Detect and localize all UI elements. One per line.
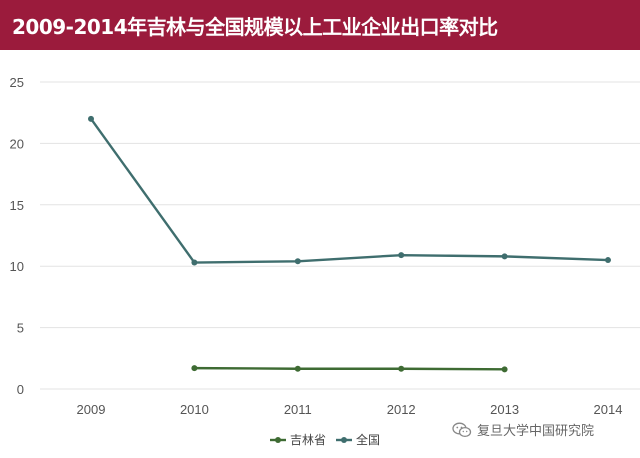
y-tick-label: 20 [10,136,24,151]
watermark: 复旦大学中国研究院 [452,420,594,439]
y-axis: 0 5 10 15 20 25 [10,75,24,397]
x-tick-label: 2009 [77,402,106,417]
data-point [88,115,94,122]
x-axis: 2009 2010 2011 2012 2013 2014 [77,402,623,417]
series-layer [88,115,611,373]
data-point [501,253,508,260]
x-tick-label: 2011 [284,402,312,417]
title-bar: 2009-2014年吉林与全国规模以上工业企业出口率对比 [0,0,640,50]
data-point [398,365,405,372]
x-tick-label: 2010 [180,402,209,417]
series-line [89,117,610,264]
x-tick-label: 2014 [594,402,623,417]
legend-label: 吉林省 [290,433,326,447]
data-point [398,252,405,259]
y-tick-label: 0 [17,382,24,397]
legend-marker [341,437,347,443]
data-point [501,366,508,373]
data-point [191,259,198,266]
x-tick-label: 2013 [490,402,519,417]
y-tick-label: 10 [10,259,24,274]
grid-layer [40,81,640,390]
legend: 吉林省 全国 [270,432,380,447]
y-tick-label: 25 [10,75,24,90]
y-tick-label: 5 [17,321,24,336]
data-point [605,257,611,264]
series-line [193,366,506,371]
chart-title: 2009-2014年吉林与全国规模以上工业企业出口率对比 [12,14,498,39]
x-tick-label: 2012 [387,402,416,417]
wechat-icon [452,422,472,437]
y-tick-label: 15 [10,198,24,213]
legend-label: 全国 [356,432,380,447]
data-point [294,365,301,372]
watermark-text: 复旦大学中国研究院 [477,424,595,439]
data-point [191,365,198,372]
data-point [294,258,301,265]
legend-marker [275,437,281,443]
